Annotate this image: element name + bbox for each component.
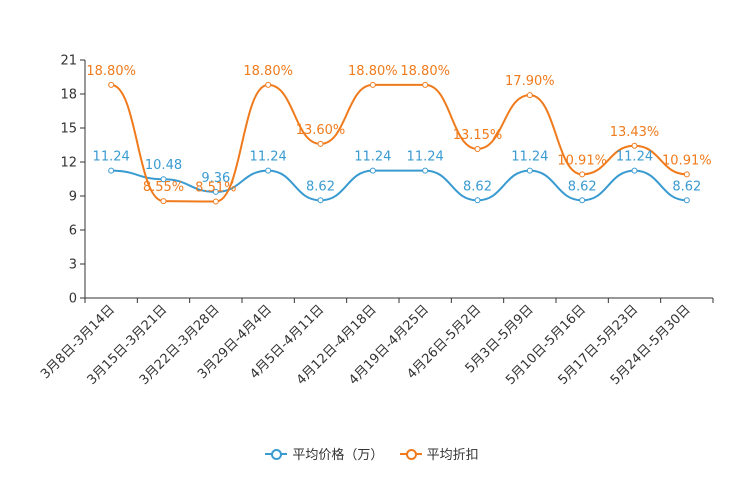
- data-point: [160, 198, 167, 205]
- data-label: 8.62: [463, 179, 492, 194]
- data-label: 8.62: [672, 179, 701, 194]
- y-tick-label: 6: [69, 224, 77, 239]
- data-label: 11.24: [93, 150, 130, 165]
- data-point: [683, 171, 690, 178]
- legend-item-avg-price[interactable]: 平均价格（万）: [265, 444, 383, 463]
- y-tick-label: 9: [69, 190, 77, 205]
- data-label: 18.80%: [400, 64, 450, 79]
- data-point: [212, 188, 219, 195]
- y-tick-label: 18: [60, 88, 77, 103]
- data-label: 11.24: [250, 150, 287, 165]
- data-label: 8.51%: [195, 181, 236, 196]
- data-point: [108, 81, 115, 88]
- y-tick-label: 0: [69, 292, 77, 307]
- data-point: [579, 171, 586, 178]
- data-point: [422, 167, 429, 174]
- data-point: [526, 167, 533, 174]
- data-point: [631, 142, 638, 149]
- y-tick-label: 12: [60, 156, 77, 171]
- data-point: [108, 167, 115, 174]
- data-point: [631, 167, 638, 174]
- data-point: [265, 81, 272, 88]
- data-label: 18.80%: [243, 64, 293, 79]
- data-label: 18.80%: [348, 64, 398, 79]
- data-label: 8.62: [306, 179, 335, 194]
- data-label: 8.62: [568, 179, 597, 194]
- legend-swatch-avg-discount: [399, 448, 422, 460]
- data-label: 11.24: [407, 150, 444, 165]
- data-point: [579, 197, 586, 204]
- data-label: 17.90%: [505, 74, 555, 89]
- chart-legend: 平均价格（万） 平均折扣: [0, 444, 744, 464]
- data-point: [422, 81, 429, 88]
- data-label: 18.80%: [86, 64, 136, 79]
- data-point: [474, 145, 481, 152]
- data-label: 8.55%: [143, 180, 184, 195]
- data-point: [317, 197, 324, 204]
- y-tick-label: 21: [60, 54, 77, 69]
- data-label: 13.60%: [296, 123, 346, 138]
- data-labels: 11.24 10.48 9.36 11.24 8.62 11.24 11.24 8.62 11.…: [86, 64, 711, 196]
- legend-item-avg-discount[interactable]: 平均折扣: [399, 444, 479, 463]
- data-label: 10.48: [145, 158, 182, 173]
- data-label: 13.43%: [610, 125, 660, 140]
- data-point: [265, 167, 272, 174]
- data-label: 10.91%: [662, 153, 712, 168]
- line-chart: 0369121518213月8日-3月14日3月15日-3月21日3月22日-3…: [38, 54, 714, 388]
- data-point: [369, 81, 376, 88]
- chart-axes: 0369121518213月8日-3月14日3月15日-3月21日3月22日-3…: [38, 54, 714, 388]
- data-point: [526, 92, 533, 99]
- data-label: 11.24: [511, 150, 548, 165]
- legend-label-avg-discount: 平均折扣: [426, 448, 479, 463]
- data-label: 11.24: [354, 150, 391, 165]
- data-label: 11.24: [616, 150, 653, 165]
- y-tick-label: 3: [69, 258, 77, 273]
- data-point: [212, 198, 219, 205]
- data-point: [160, 176, 167, 183]
- data-label: 9.36: [201, 171, 230, 186]
- data-point: [474, 197, 481, 204]
- data-points: [108, 81, 690, 205]
- data-point: [317, 140, 324, 147]
- data-label: 10.91%: [557, 153, 607, 168]
- data-point: [369, 167, 376, 174]
- data-label: 13.15%: [453, 128, 503, 143]
- legend-swatch-avg-price: [265, 448, 288, 460]
- data-point: [683, 197, 690, 204]
- y-tick-label: 15: [60, 122, 77, 137]
- legend-label-avg-price: 平均价格（万）: [292, 448, 384, 463]
